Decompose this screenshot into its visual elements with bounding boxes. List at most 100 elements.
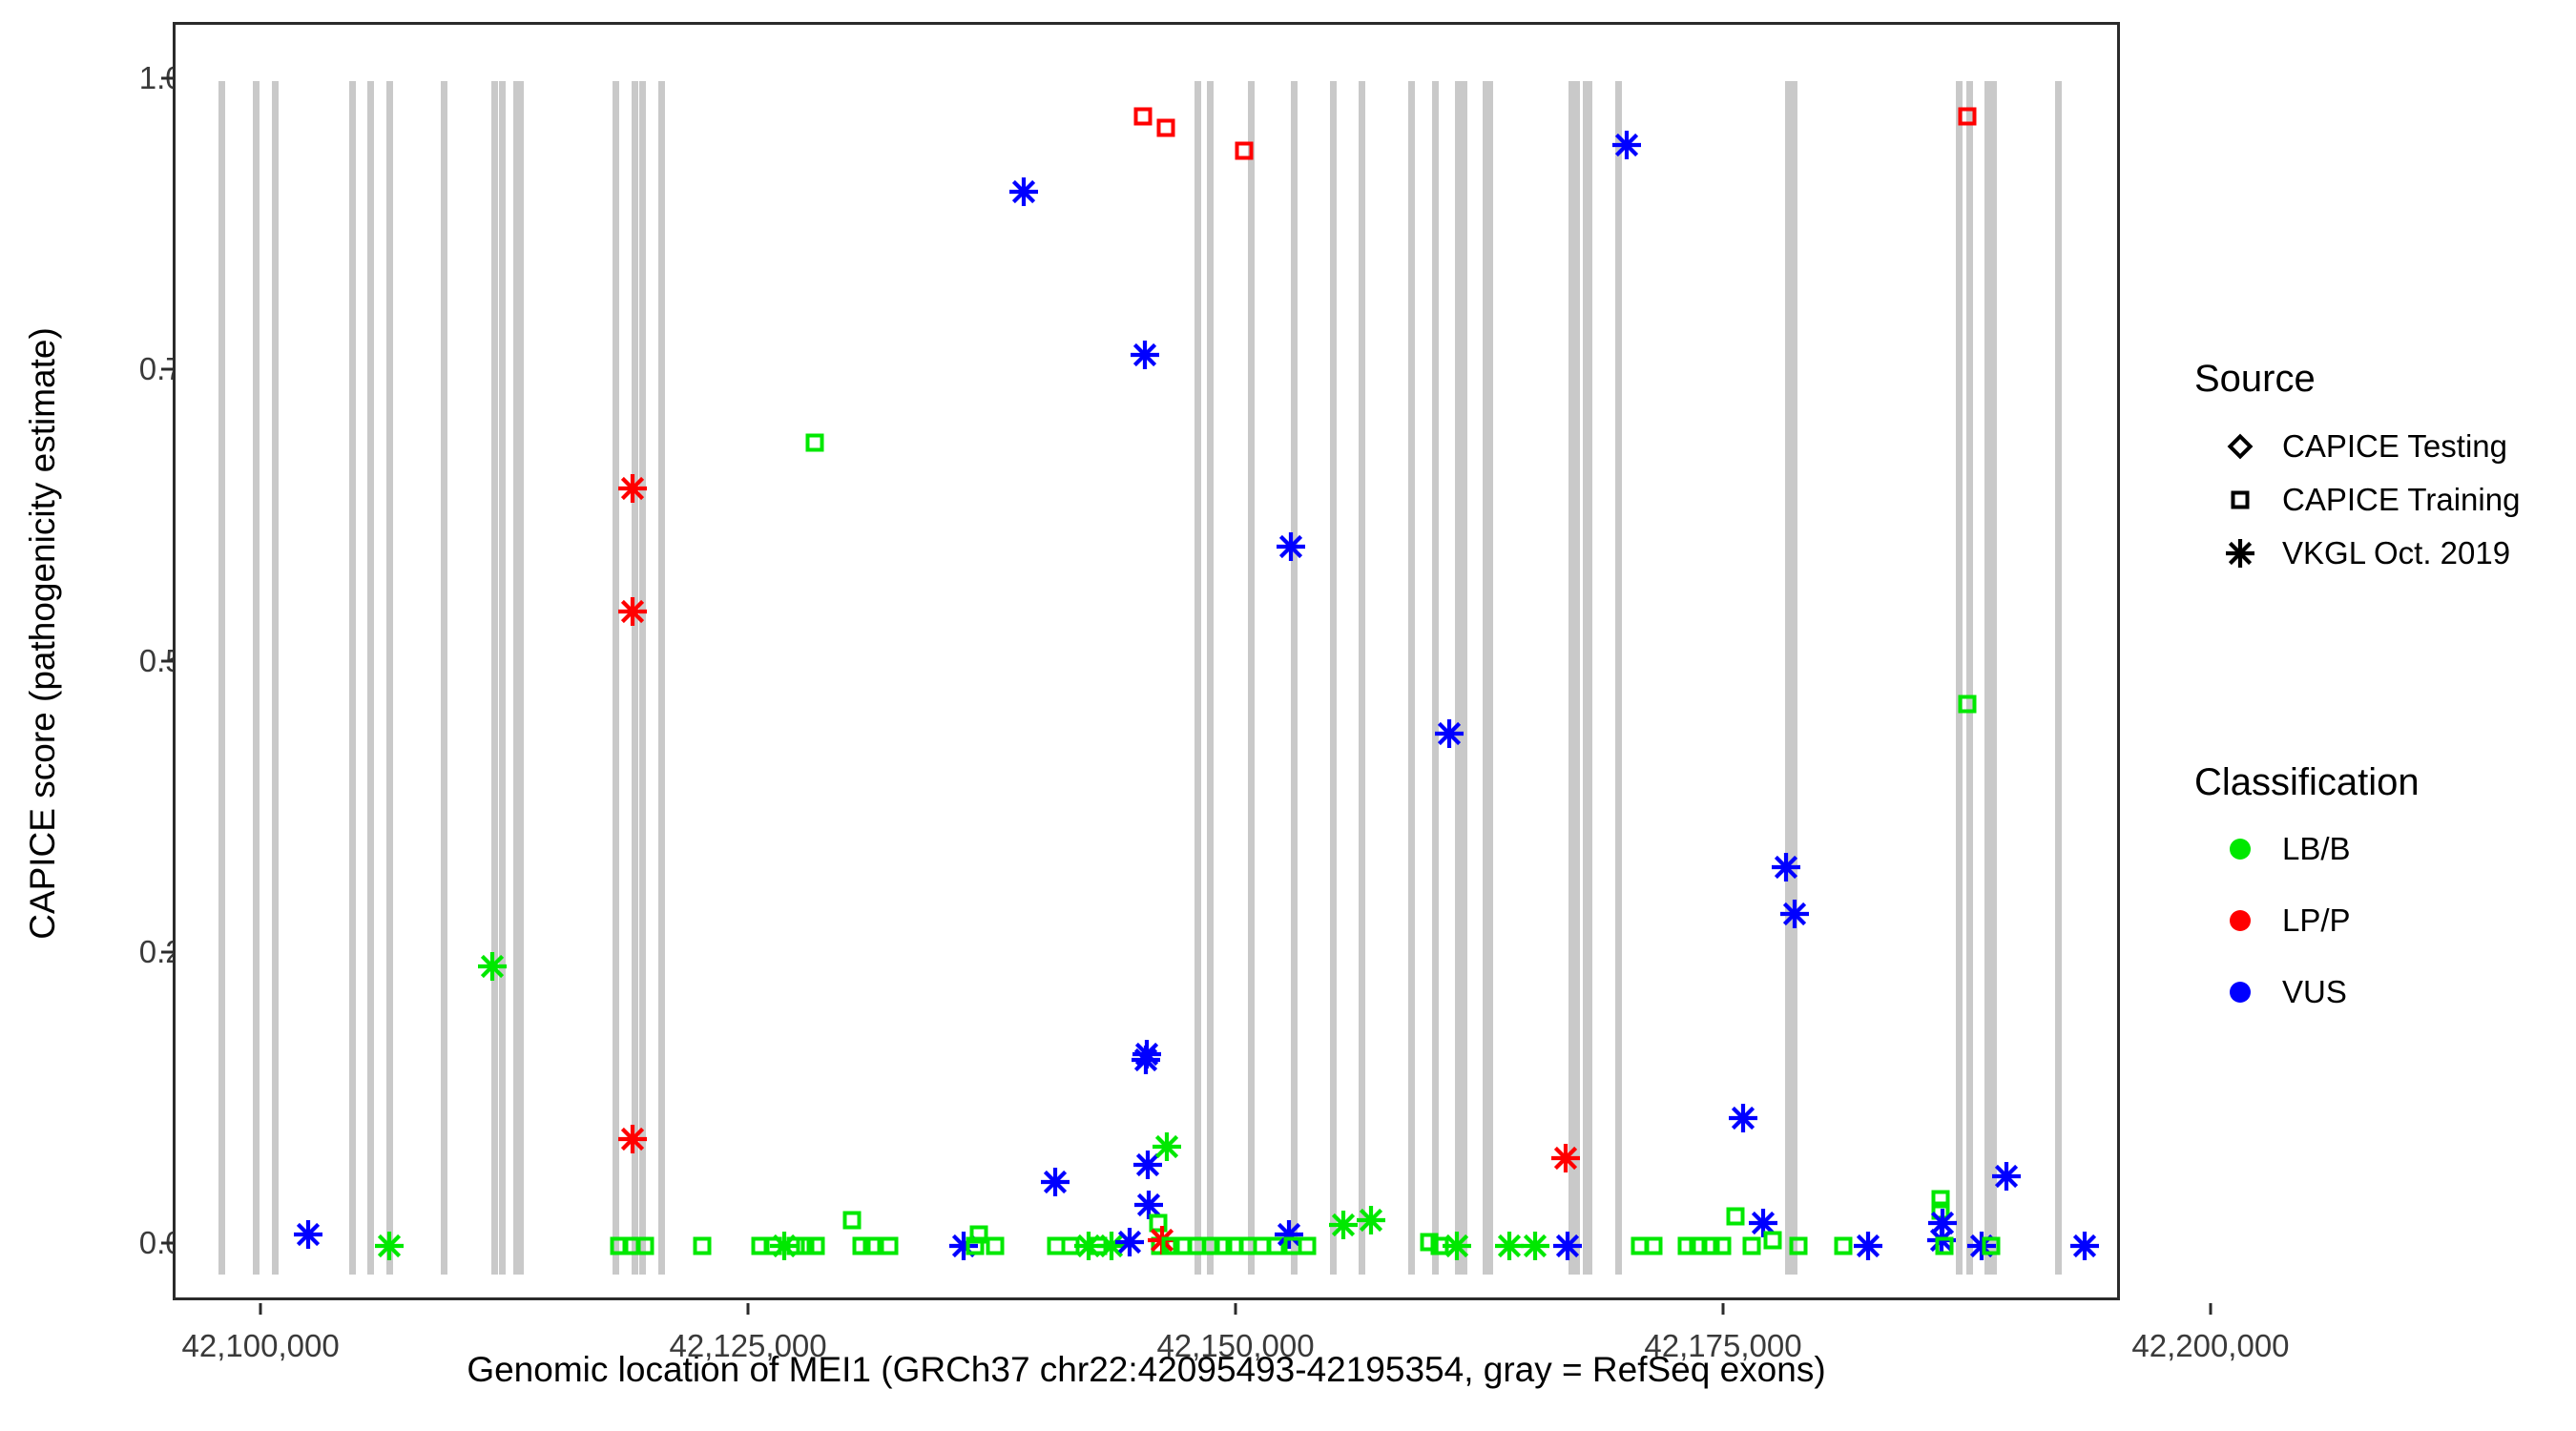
- data-point-asterisk: [373, 1230, 405, 1262]
- legend-key: [2213, 822, 2267, 876]
- data-point-asterisk: [616, 595, 649, 628]
- data-point-asterisk: [1039, 1166, 1071, 1198]
- legend-asterisk-icon: [2224, 537, 2256, 570]
- data-point-square: [969, 1225, 988, 1244]
- data-point-asterisk: [1610, 129, 1643, 161]
- exon-bar: [517, 81, 525, 1275]
- exon-bar: [639, 81, 647, 1275]
- x-tick-mark: [1721, 1303, 1725, 1315]
- data-point-asterisk: [1129, 339, 1161, 371]
- data-point-asterisk: [1778, 898, 1811, 930]
- data-point-asterisk: [1327, 1209, 1360, 1241]
- data-point-square: [1789, 1236, 1808, 1255]
- exon-bar: [1455, 81, 1463, 1275]
- legend-item-label: LB/B: [2282, 831, 2351, 866]
- exon-bar: [1990, 81, 1998, 1275]
- y-axis-title: CAPICE score (pathogenicity estimate): [23, 327, 62, 940]
- data-point-square: [1834, 1236, 1853, 1255]
- exon-bar: [386, 81, 394, 1275]
- data-point-square: [1149, 1213, 1168, 1233]
- data-point-square: [852, 1236, 871, 1255]
- data-point-asterisk: [476, 950, 509, 983]
- exon-bar: [513, 81, 521, 1275]
- data-point-square: [805, 433, 823, 451]
- data-point-square: [1201, 1236, 1220, 1255]
- legend-key: [2213, 965, 2267, 1019]
- data-point-square: [1726, 1207, 1745, 1226]
- exon-bar: [253, 81, 260, 1275]
- exon-bar: [632, 81, 639, 1275]
- exon-bar: [1791, 81, 1798, 1275]
- data-point-square: [880, 1236, 899, 1255]
- data-point-square: [1420, 1233, 1439, 1252]
- data-point-asterisk: [768, 1230, 800, 1262]
- exon-bar: [441, 81, 448, 1275]
- plot-panel: [173, 22, 2120, 1300]
- legend-item-classification[interactable]: VUS: [2213, 965, 2347, 1019]
- legend-square-icon: [2231, 490, 2250, 509]
- data-point-square: [693, 1236, 712, 1255]
- data-point-square: [1958, 695, 1977, 714]
- data-point-asterisk: [1551, 1230, 1584, 1262]
- x-tick-label: 42,175,000: [1644, 1328, 1802, 1363]
- data-point-square: [796, 1236, 815, 1255]
- data-point-square: [862, 1236, 882, 1255]
- legend-item-source[interactable]: CAPICE Training: [2213, 473, 2520, 527]
- exon-bar: [1290, 81, 1298, 1275]
- x-axis-title: Genomic location of MEI1 (GRCh37 chr22:4…: [467, 1350, 1826, 1389]
- data-point-square: [1156, 118, 1175, 137]
- exon-bar: [1194, 81, 1201, 1275]
- x-tick-label: 42,100,000: [181, 1328, 340, 1363]
- x-tick-mark: [746, 1303, 750, 1315]
- exon-bar: [2054, 81, 2062, 1275]
- data-point-asterisk: [1275, 530, 1307, 563]
- data-point-square: [1742, 1236, 1761, 1255]
- exon-bar: [1615, 81, 1623, 1275]
- legend-item-label: VUS: [2282, 974, 2347, 1009]
- legend-key: [2213, 527, 2267, 580]
- data-point-square: [1133, 107, 1153, 126]
- data-point-square: [1763, 1231, 1782, 1250]
- legend-item-classification[interactable]: LP/P: [2213, 894, 2351, 947]
- data-point-asterisk: [1355, 1204, 1387, 1236]
- x-tick-mark: [2209, 1303, 2212, 1315]
- y-tick-mark: [161, 1241, 173, 1245]
- data-point-square: [1958, 107, 1977, 126]
- data-point-asterisk: [1770, 851, 1802, 883]
- legend-source-title: Source: [2194, 358, 2316, 400]
- legend-item-label: VKGL Oct. 2019: [2282, 535, 2511, 570]
- data-point-square: [986, 1236, 1005, 1255]
- data-point-asterisk: [1990, 1160, 2023, 1192]
- exon-bar: [1966, 81, 1974, 1275]
- legend-item-label: CAPICE Testing: [2282, 428, 2507, 464]
- data-point-asterisk: [1549, 1142, 1582, 1174]
- legend-item-source[interactable]: CAPICE Testing: [2213, 420, 2507, 473]
- x-tick-mark: [259, 1303, 262, 1315]
- legend-item-classification[interactable]: LB/B: [2213, 822, 2351, 876]
- legend-classification-title: Classification: [2194, 761, 2420, 803]
- exon-bar: [1956, 81, 1963, 1275]
- data-point-square: [842, 1211, 862, 1230]
- exon-bar: [1329, 81, 1337, 1275]
- exon-bar: [1460, 81, 1467, 1275]
- exon-bar: [1582, 81, 1589, 1275]
- data-point-square: [786, 1236, 805, 1255]
- exon-bar: [499, 81, 507, 1275]
- data-point-square: [1689, 1236, 1708, 1255]
- exon-bar: [1482, 81, 1489, 1275]
- data-point-square: [1214, 1236, 1233, 1255]
- exon-bar: [218, 81, 226, 1275]
- data-point-square: [751, 1236, 770, 1255]
- data-point-square: [1644, 1236, 1663, 1255]
- exon-bar: [1568, 81, 1575, 1275]
- exon-bar: [1572, 81, 1580, 1275]
- legend-item-source[interactable]: VKGL Oct. 2019: [2213, 527, 2510, 580]
- exon-bar: [1784, 81, 1792, 1275]
- data-point-square: [1235, 141, 1254, 160]
- x-tick-label: 42,125,000: [669, 1328, 827, 1363]
- data-point-asterisk: [1132, 1189, 1165, 1221]
- exon-bar: [1247, 81, 1255, 1275]
- exon-bar: [613, 81, 620, 1275]
- legend-dot-icon: [2230, 982, 2251, 1003]
- exon-bar: [1358, 81, 1365, 1275]
